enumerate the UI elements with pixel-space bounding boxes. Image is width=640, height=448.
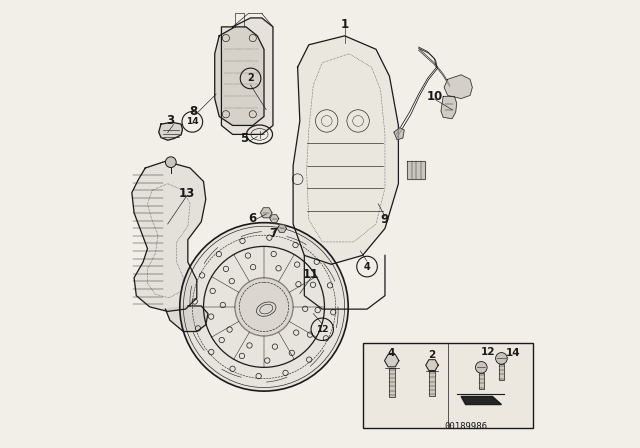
Polygon shape xyxy=(394,128,404,140)
Text: 4: 4 xyxy=(364,262,371,271)
Polygon shape xyxy=(132,161,206,311)
Text: 7: 7 xyxy=(269,227,277,241)
Polygon shape xyxy=(461,396,502,405)
Text: 11: 11 xyxy=(303,267,319,281)
Polygon shape xyxy=(221,18,273,134)
Text: 9: 9 xyxy=(381,213,389,226)
Circle shape xyxy=(476,362,487,373)
Text: 2: 2 xyxy=(247,73,254,83)
Bar xyxy=(499,364,504,380)
Polygon shape xyxy=(278,224,287,233)
Polygon shape xyxy=(441,96,457,119)
Bar xyxy=(388,368,395,397)
Text: 14: 14 xyxy=(186,117,198,126)
Circle shape xyxy=(495,353,508,364)
Bar xyxy=(429,371,435,396)
Polygon shape xyxy=(444,75,472,99)
Text: 2: 2 xyxy=(428,350,436,360)
Text: 6: 6 xyxy=(249,212,257,225)
Polygon shape xyxy=(270,215,279,223)
Text: 10: 10 xyxy=(427,90,444,103)
Circle shape xyxy=(165,157,176,168)
Text: 12: 12 xyxy=(481,347,495,357)
Polygon shape xyxy=(426,360,438,370)
Polygon shape xyxy=(215,27,264,125)
Bar xyxy=(362,343,532,428)
Text: 1: 1 xyxy=(340,18,349,31)
Polygon shape xyxy=(260,208,272,218)
Text: 00189986: 00189986 xyxy=(444,422,487,431)
Polygon shape xyxy=(293,36,398,264)
Text: 4: 4 xyxy=(388,348,396,358)
Polygon shape xyxy=(385,354,399,367)
Circle shape xyxy=(235,278,293,336)
Text: 5: 5 xyxy=(240,132,248,146)
Text: 14: 14 xyxy=(506,348,520,358)
Polygon shape xyxy=(159,122,182,140)
Text: 3: 3 xyxy=(166,114,174,128)
Text: 8: 8 xyxy=(189,104,198,118)
Polygon shape xyxy=(165,306,208,332)
Polygon shape xyxy=(408,161,426,179)
Bar xyxy=(479,373,484,389)
Text: 12: 12 xyxy=(316,325,328,334)
Text: 13: 13 xyxy=(179,187,195,200)
Circle shape xyxy=(180,223,348,391)
